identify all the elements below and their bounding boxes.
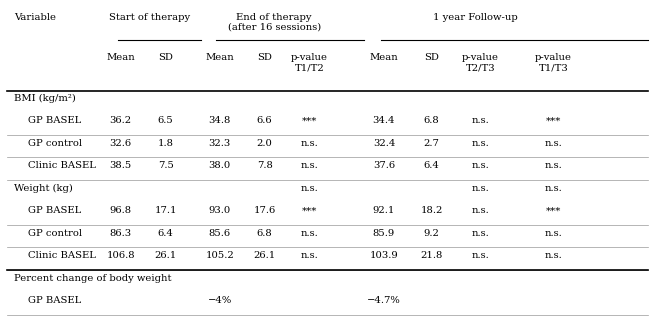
Text: Start of therapy: Start of therapy (109, 12, 190, 22)
Text: 38.5: 38.5 (109, 161, 132, 170)
Text: n.s.: n.s. (472, 116, 489, 125)
Text: 7.5: 7.5 (158, 161, 174, 170)
Text: Clinic BASEL: Clinic BASEL (28, 251, 96, 260)
Text: 1.8: 1.8 (158, 139, 174, 148)
Text: 7.8: 7.8 (257, 161, 272, 170)
Text: 6.4: 6.4 (158, 229, 174, 238)
Text: n.s.: n.s. (472, 229, 489, 238)
Text: 17.6: 17.6 (253, 206, 276, 215)
Text: 2.0: 2.0 (257, 139, 272, 148)
Text: n.s.: n.s. (301, 184, 318, 193)
Text: n.s.: n.s. (472, 184, 489, 193)
Text: n.s.: n.s. (544, 251, 563, 260)
Text: n.s.: n.s. (472, 206, 489, 215)
Text: Mean: Mean (369, 53, 398, 62)
Text: 103.9: 103.9 (369, 251, 398, 260)
Text: 6.5: 6.5 (158, 116, 174, 125)
Text: SD: SD (159, 53, 173, 62)
Text: n.s.: n.s. (544, 139, 563, 148)
Text: BMI (kg/m²): BMI (kg/m²) (14, 94, 76, 103)
Text: GP BASEL: GP BASEL (28, 206, 82, 215)
Text: 6.8: 6.8 (257, 229, 272, 238)
Text: n.s.: n.s. (544, 184, 563, 193)
Text: n.s.: n.s. (301, 251, 318, 260)
Text: 32.4: 32.4 (373, 139, 395, 148)
Text: 9.2: 9.2 (424, 229, 440, 238)
Text: 105.2: 105.2 (205, 251, 234, 260)
Text: Percent change of body weight: Percent change of body weight (14, 274, 172, 283)
Text: p-value
T1/T2: p-value T1/T2 (291, 53, 328, 73)
Text: ***: *** (546, 116, 561, 125)
Text: p-value
T2/T3: p-value T2/T3 (462, 53, 498, 73)
Text: ***: *** (302, 116, 317, 125)
Text: n.s.: n.s. (472, 161, 489, 170)
Text: GP control: GP control (28, 139, 83, 148)
Text: Mean: Mean (106, 53, 135, 62)
Text: 32.3: 32.3 (208, 139, 231, 148)
Text: ***: *** (546, 206, 561, 215)
Text: 21.8: 21.8 (421, 251, 443, 260)
Text: n.s.: n.s. (301, 139, 318, 148)
Text: 34.8: 34.8 (208, 116, 231, 125)
Text: n.s.: n.s. (301, 229, 318, 238)
Text: Variable: Variable (14, 12, 56, 22)
Text: −4%: −4% (208, 296, 232, 305)
Text: n.s.: n.s. (544, 161, 563, 170)
Text: 93.0: 93.0 (208, 206, 231, 215)
Text: GP control: GP control (28, 229, 83, 238)
Text: 86.3: 86.3 (110, 229, 132, 238)
Text: Weight (kg): Weight (kg) (14, 184, 73, 193)
Text: 6.8: 6.8 (424, 116, 440, 125)
Text: 36.2: 36.2 (110, 116, 132, 125)
Text: 85.6: 85.6 (208, 229, 231, 238)
Text: 34.4: 34.4 (373, 116, 395, 125)
Text: 32.6: 32.6 (110, 139, 132, 148)
Text: n.s.: n.s. (544, 229, 563, 238)
Text: 6.4: 6.4 (424, 161, 440, 170)
Text: 26.1: 26.1 (253, 251, 276, 260)
Text: 37.6: 37.6 (373, 161, 395, 170)
Text: GP BASEL: GP BASEL (28, 296, 82, 305)
Text: 38.0: 38.0 (208, 161, 231, 170)
Text: 17.1: 17.1 (155, 206, 177, 215)
Text: n.s.: n.s. (472, 139, 489, 148)
Text: 26.1: 26.1 (155, 251, 177, 260)
Text: Clinic BASEL: Clinic BASEL (28, 161, 96, 170)
Text: p-value
T1/T3: p-value T1/T3 (535, 53, 572, 73)
Text: n.s.: n.s. (301, 161, 318, 170)
Text: n.s.: n.s. (472, 251, 489, 260)
Text: SD: SD (257, 53, 272, 62)
Text: 2.7: 2.7 (424, 139, 440, 148)
Text: End of therapy
(after 16 sessions): End of therapy (after 16 sessions) (227, 12, 321, 32)
Text: 85.9: 85.9 (373, 229, 395, 238)
Text: 1 year Follow-up: 1 year Follow-up (433, 12, 517, 22)
Text: −4.7%: −4.7% (367, 296, 401, 305)
Text: 6.6: 6.6 (257, 116, 272, 125)
Text: Mean: Mean (205, 53, 234, 62)
Text: SD: SD (424, 53, 439, 62)
Text: ***: *** (302, 206, 317, 215)
Text: GP BASEL: GP BASEL (28, 116, 82, 125)
Text: 106.8: 106.8 (107, 251, 135, 260)
Text: 96.8: 96.8 (110, 206, 132, 215)
Text: 18.2: 18.2 (421, 206, 443, 215)
Text: 92.1: 92.1 (373, 206, 395, 215)
